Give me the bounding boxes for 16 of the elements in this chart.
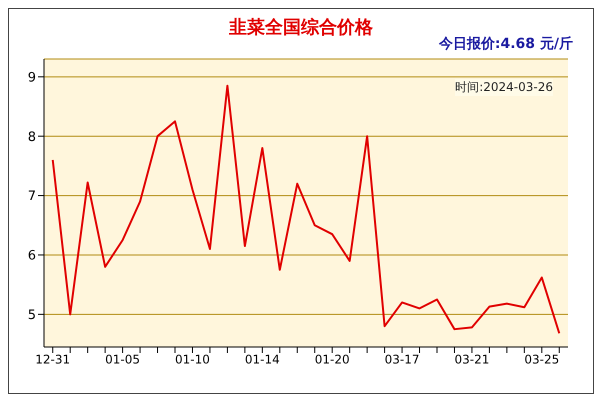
- y-tick-label: 9: [28, 70, 36, 86]
- chart-subtitle: 今日报价:4.68 元/斤: [438, 35, 573, 53]
- x-tick-label: 01-10: [175, 352, 210, 367]
- y-tick-label: 6: [28, 248, 36, 264]
- x-tick-label: 03-21: [454, 352, 490, 367]
- y-tick-label: 8: [28, 130, 36, 145]
- x-tick-label: 03-17: [384, 352, 420, 367]
- annotation: 时间:2024-03-26: [455, 79, 553, 96]
- x-tick-label: 01-05: [105, 352, 140, 367]
- chart-title: 韭菜全国综合价格: [229, 17, 373, 38]
- x-tick-label: 12-31: [35, 352, 70, 367]
- x-tick-label: 01-20: [314, 352, 350, 367]
- y-tick-label: 7: [28, 189, 36, 204]
- y-tick-label: 5: [28, 308, 36, 323]
- x-tick-label: 01-14: [244, 352, 280, 367]
- x-tick-label: 03-25: [524, 352, 560, 367]
